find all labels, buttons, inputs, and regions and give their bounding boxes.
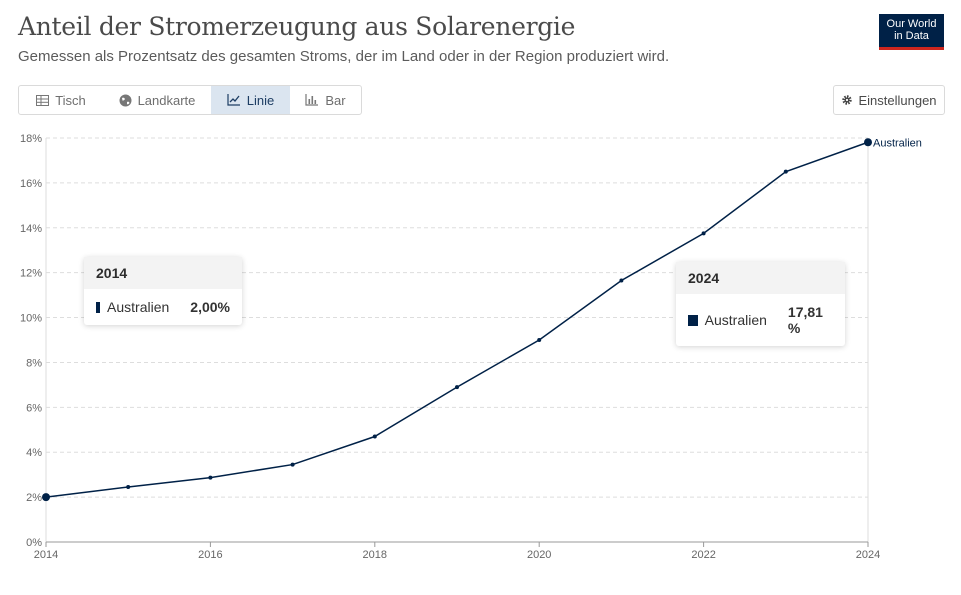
x-tick-label: 2024 xyxy=(856,549,880,561)
y-tick-label: 4% xyxy=(26,447,42,459)
x-tick-label: 2022 xyxy=(691,549,715,561)
tab-map[interactable]: Landkarte xyxy=(103,86,211,114)
view-tabs: Tisch Landkarte Linie Bar xyxy=(18,85,362,115)
settings-button[interactable]: Einstellungen xyxy=(833,85,945,115)
y-tick-label: 8% xyxy=(26,357,42,369)
data-point xyxy=(701,231,706,236)
x-tick-label: 2020 xyxy=(527,549,551,561)
tooltip-2024: 2024 Australien 17,81 % xyxy=(676,262,845,346)
x-tick-label: 2016 xyxy=(198,549,222,561)
chart-title: Anteil der Stromerzeugung aus Solarenerg… xyxy=(18,12,576,41)
data-point xyxy=(537,338,542,342)
globe-icon xyxy=(119,94,132,106)
data-point xyxy=(42,493,50,502)
tab-line-label: Linie xyxy=(246,92,275,108)
tooltip-2014: 2014 Australien 2,00% xyxy=(84,257,242,325)
tooltip-value: 17,81 % xyxy=(787,304,823,336)
x-tick-label: 2014 xyxy=(34,549,58,561)
y-tick-label: 16% xyxy=(20,178,42,190)
y-tick-label: 14% xyxy=(20,223,42,235)
series-end-label: Australien xyxy=(873,137,922,149)
y-tick-label: 12% xyxy=(20,268,42,280)
series-swatch xyxy=(688,314,698,326)
y-tick-label: 2% xyxy=(26,492,42,504)
y-tick-label: 18% xyxy=(20,133,42,145)
tab-bar-label: Bar xyxy=(325,92,346,108)
data-point xyxy=(455,385,459,390)
logo-line-2: in Data xyxy=(894,30,929,42)
tab-table-label: Tisch xyxy=(55,92,86,108)
tooltip-year: 2014 xyxy=(84,257,242,289)
bar-chart-icon xyxy=(305,94,319,106)
settings-label: Einstellungen xyxy=(858,92,937,108)
series-swatch xyxy=(96,301,101,313)
tab-bar[interactable]: Bar xyxy=(290,86,361,114)
tooltip-entity: Australien xyxy=(704,312,767,328)
data-point xyxy=(208,475,213,480)
data-point xyxy=(864,138,872,147)
data-point xyxy=(126,485,131,490)
tooltip-year: 2024 xyxy=(676,262,845,294)
logo-line-1: Our World xyxy=(886,18,937,30)
tab-table[interactable]: Tisch xyxy=(19,86,103,114)
data-point xyxy=(783,169,788,174)
tab-map-label: Landkarte xyxy=(137,92,196,108)
y-tick-label: 0% xyxy=(26,537,42,549)
chart-subtitle: Gemessen als Prozentsatz des gesamten St… xyxy=(18,48,670,65)
gear-icon xyxy=(842,95,853,105)
tooltip-entity: Australien xyxy=(107,299,170,315)
data-point xyxy=(619,278,624,283)
y-tick-label: 10% xyxy=(20,313,42,325)
line-chart-icon xyxy=(227,94,240,106)
tooltip-value: 2,00% xyxy=(190,299,230,315)
x-tick-label: 2018 xyxy=(363,549,387,561)
owid-logo[interactable]: Our World in Data xyxy=(879,14,944,50)
data-point xyxy=(290,462,295,467)
y-tick-label: 6% xyxy=(26,402,42,414)
data-point xyxy=(372,434,377,439)
table-icon xyxy=(36,94,50,106)
tab-line[interactable]: Linie xyxy=(211,86,290,114)
